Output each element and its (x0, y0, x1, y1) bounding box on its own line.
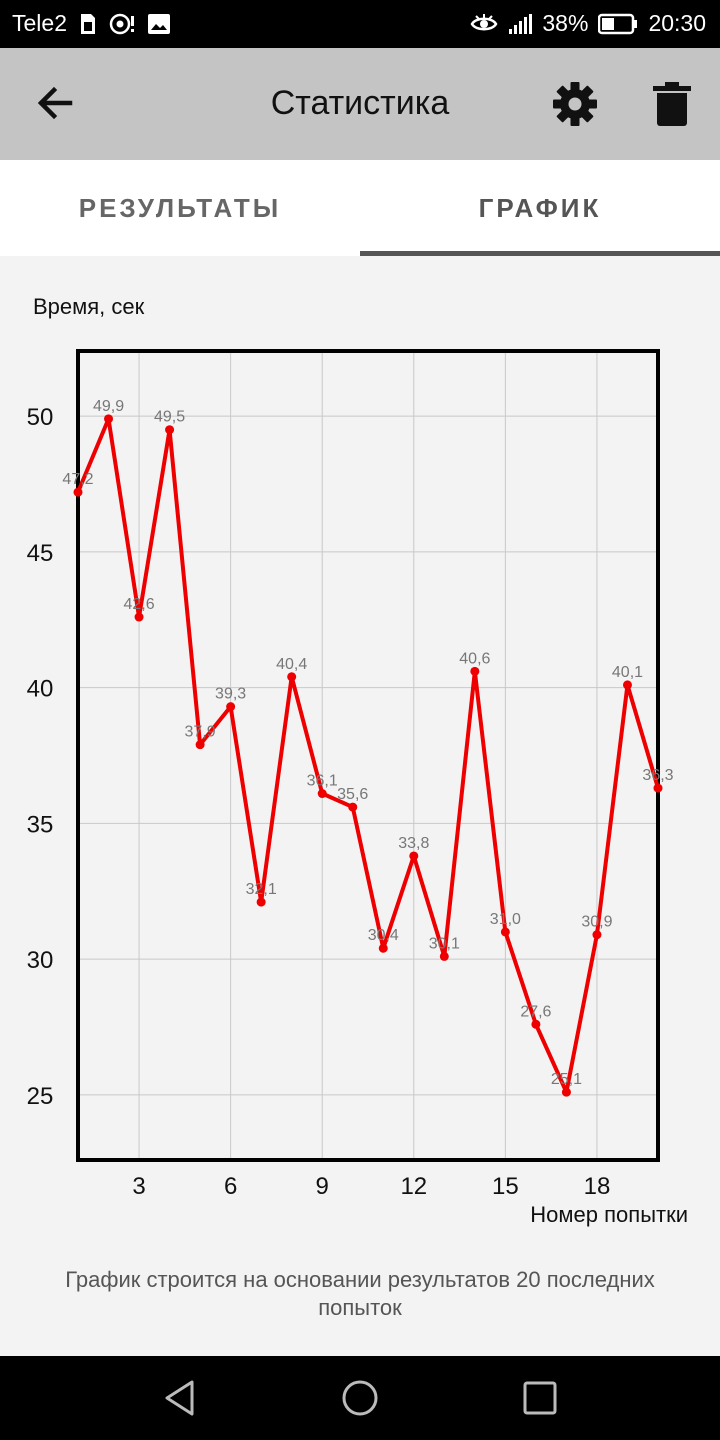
data-point (73, 487, 83, 497)
line-chart: 25 30 35 40 45 50 3 6 9 12 15 18 47,2 49,9 42,6 49,5 37,… (27, 349, 674, 1200)
plot-frame (76, 349, 660, 1162)
arrow-left-icon[interactable] (30, 78, 80, 128)
data-label: 30,9 (581, 914, 612, 931)
data-point (592, 930, 602, 940)
series-line (76, 416, 660, 1095)
data-point (226, 702, 236, 712)
x-tick-label: 18 (584, 1173, 611, 1200)
tab-results[interactable]: РЕЗУЛЬТАТЫ (78, 193, 282, 223)
chart-area: Время, сек 25 30 35 40 45 50 3 6 9 12 15 18 47,2 49,9… (0, 256, 720, 1356)
x-tick-label: 6 (224, 1173, 237, 1200)
app-bar: Статистика (0, 48, 720, 160)
clock: 20:30 (648, 10, 706, 36)
tab-indicator (360, 251, 720, 256)
data-point (317, 789, 327, 799)
data-point (500, 927, 510, 937)
data-point (348, 802, 358, 812)
data-label: 35,6 (337, 786, 368, 803)
data-label: 40,6 (459, 650, 490, 667)
data-label: 36,1 (307, 773, 338, 790)
data-label: 40,1 (612, 664, 643, 681)
image-icon (147, 13, 170, 34)
navigation-bar (0, 1356, 720, 1440)
x-tick-label: 9 (316, 1173, 329, 1200)
data-point (653, 783, 663, 793)
sim-icon (80, 13, 95, 34)
data-label: 30,1 (429, 935, 460, 952)
square-recents-icon[interactable] (518, 1376, 562, 1420)
y-tick-label: 35 (27, 811, 54, 838)
x-tick-label: 3 (132, 1173, 145, 1200)
data-label: 36,3 (642, 767, 673, 784)
hotspot-icon (109, 13, 134, 34)
data-label: 27,6 (520, 1003, 551, 1020)
data-point (256, 897, 266, 907)
data-label: 47,2 (62, 471, 93, 488)
y-tick-label: 50 (27, 404, 54, 431)
data-point (195, 740, 205, 750)
eye-icon (470, 13, 498, 30)
footer-note: График строится на основании результатов… (65, 1267, 655, 1320)
y-axis-label: Время, сек (33, 294, 145, 319)
tab-graph[interactable]: ГРАФИК (478, 193, 602, 223)
signal-icon (509, 13, 533, 34)
trash-icon[interactable] (652, 81, 692, 127)
gear-icon[interactable] (552, 81, 598, 127)
x-tick-label: 12 (400, 1173, 427, 1200)
data-label: 30,4 (368, 927, 399, 944)
data-label: 37,9 (185, 724, 216, 741)
y-tick-label: 30 (27, 947, 54, 974)
carrier-name: Tele2 (12, 10, 67, 36)
data-label: 25,1 (551, 1071, 582, 1088)
status-bar: Tele2 38% (0, 0, 720, 48)
triangle-back-icon[interactable] (158, 1376, 202, 1420)
data-point (165, 425, 175, 435)
data-point (378, 943, 388, 953)
circle-home-icon[interactable] (338, 1376, 382, 1420)
y-tick-label: 45 (27, 540, 54, 567)
data-label: 49,9 (93, 398, 124, 415)
page-title: Статистика (270, 84, 450, 122)
x-tick-label: 15 (492, 1173, 519, 1200)
y-tick-label: 25 (27, 1083, 54, 1110)
data-point (409, 851, 419, 861)
data-label: 32,1 (246, 881, 277, 898)
data-point (287, 672, 297, 682)
data-label: 39,3 (215, 686, 246, 703)
data-point (561, 1087, 571, 1097)
data-point (439, 951, 449, 961)
y-tick-label: 40 (27, 676, 54, 703)
data-label: 40,4 (276, 656, 307, 673)
tab-bar: РЕЗУЛЬТАТЫ ГРАФИК (0, 160, 720, 256)
x-axis-label: Номер попытки (530, 1202, 688, 1227)
data-point (104, 414, 114, 424)
data-label: 42,6 (123, 596, 154, 613)
data-point (531, 1019, 541, 1029)
data-label: 33,8 (398, 835, 429, 852)
data-point (134, 612, 144, 622)
battery-percent: 38% (542, 10, 589, 36)
data-point (470, 666, 480, 676)
battery-icon (598, 13, 638, 34)
data-label: 49,5 (154, 409, 185, 426)
data-point (622, 680, 632, 690)
data-label: 31,0 (490, 911, 521, 928)
